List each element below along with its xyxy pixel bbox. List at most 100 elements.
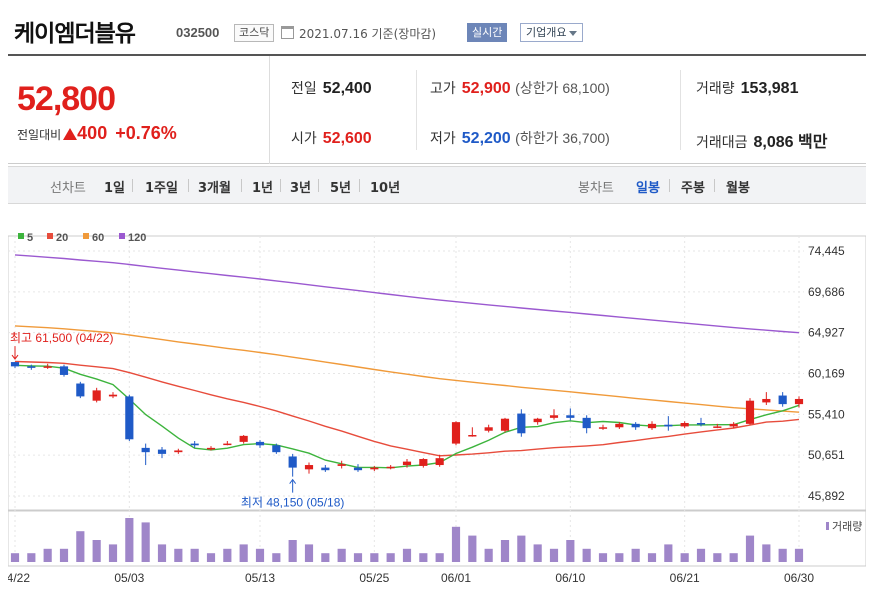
volume-bar xyxy=(598,553,608,562)
volume-bar xyxy=(419,553,428,562)
legend-swatch xyxy=(83,233,89,239)
volume-bar xyxy=(27,553,36,562)
separator xyxy=(669,179,670,192)
volume-bar xyxy=(206,553,216,562)
change-row: 전일대비 400 +0.76% xyxy=(17,123,177,144)
volume-bar xyxy=(321,553,330,562)
volume-bar xyxy=(223,548,232,562)
candle-body xyxy=(435,458,444,466)
tab-line-10y[interactable]: 10년 xyxy=(370,181,401,196)
candle-body xyxy=(794,398,804,405)
tab-line-3y[interactable]: 3년 xyxy=(290,181,312,196)
volume-bar xyxy=(337,548,346,562)
high-label: 고가 xyxy=(430,81,456,97)
tab-line-1d[interactable]: 1일 xyxy=(104,181,126,196)
open-value: 52,600 xyxy=(322,130,372,147)
candle-body xyxy=(386,466,395,469)
legend-swatch xyxy=(47,233,53,239)
volume-bar xyxy=(745,535,755,562)
stock-chart-svg: 74,445 69,686 64,927 60,169 55,410 50,651 45,8… xyxy=(0,232,867,585)
divider xyxy=(416,70,417,150)
candle-body xyxy=(190,443,199,446)
high-annotation: 최고 61,500 (04/22) xyxy=(10,331,113,345)
candle-chart-label: 봉차트 xyxy=(578,181,614,196)
volume-bar xyxy=(696,548,706,562)
candle-body xyxy=(108,394,118,397)
separator xyxy=(280,179,281,192)
volume-bar xyxy=(59,548,69,562)
plot-frame xyxy=(7,235,867,512)
volume-legend-label: 거래량 xyxy=(832,520,862,533)
tab-line-1y[interactable]: 1년 xyxy=(252,181,274,196)
volume-bar xyxy=(435,553,444,562)
candle-body xyxy=(778,395,787,405)
x-tick-label: 06/10 xyxy=(555,571,585,585)
base-date: 2021.07.16 기준(장마감) xyxy=(299,27,437,41)
candle-body xyxy=(500,418,510,431)
volume-bar xyxy=(647,553,657,562)
amount-label: 거래대금 xyxy=(696,135,748,151)
candle-body xyxy=(533,418,542,423)
low-annotation: 최저 48,150 (05/18) xyxy=(241,496,344,510)
tab-line-3m[interactable]: 3개월 xyxy=(198,181,231,196)
y-tick-label: 55,410 xyxy=(808,407,845,421)
legend-label: 120 xyxy=(128,232,146,244)
legend-label: 60 xyxy=(92,232,104,244)
candle-body xyxy=(566,415,575,418)
candle-body xyxy=(696,422,706,425)
legend-swatch xyxy=(18,233,24,239)
current-price: 52,800 xyxy=(17,80,116,118)
divider xyxy=(680,70,681,150)
candle-body xyxy=(272,445,281,453)
stock-header: 케이엠더블유 032500 코스닥 2021.07.16 기준(장마감) 실시간… xyxy=(0,0,871,52)
ma60-line xyxy=(14,325,800,413)
candle-body xyxy=(174,450,183,453)
x-tick-label: 06/21 xyxy=(670,571,700,585)
candle-body xyxy=(223,443,232,446)
prev-close-stat: 전일 52,400 xyxy=(291,78,372,98)
separator xyxy=(714,179,715,192)
company-info-dropdown[interactable]: 기업개요 xyxy=(520,23,584,42)
candle-body xyxy=(745,400,755,424)
tab-candle-daily[interactable]: 일봉 xyxy=(636,181,660,196)
up-triangle-icon xyxy=(63,128,78,140)
change-value: 400 xyxy=(77,123,108,143)
tab-candle-monthly[interactable]: 월봉 xyxy=(726,181,750,196)
candle-body xyxy=(321,467,330,471)
candle-body xyxy=(10,362,20,367)
stock-name: 케이엠더블유 xyxy=(14,21,136,47)
y-tick-label: 69,686 xyxy=(808,285,845,299)
candle-body xyxy=(680,422,689,427)
volume-bar xyxy=(92,540,101,562)
candle-body xyxy=(206,447,216,450)
chevron-down-icon xyxy=(569,30,578,36)
x-tick-label: 06/30 xyxy=(784,571,814,585)
volume-bar xyxy=(680,553,689,562)
candle-body xyxy=(631,423,640,428)
tab-candle-weekly[interactable]: 주봉 xyxy=(681,181,705,196)
candle-body xyxy=(468,435,477,437)
candle-body xyxy=(353,467,363,471)
volume-bar xyxy=(174,548,183,562)
candle-body xyxy=(713,426,722,428)
candle-body xyxy=(337,464,346,466)
x-tick-label: 04/22 xyxy=(8,571,30,585)
volume-bar xyxy=(304,544,314,562)
stock-chart: 74,445 69,686 64,927 60,169 55,410 50,651 45,8… xyxy=(0,222,867,591)
volume-bar xyxy=(762,544,771,562)
volume-value: 153,981 xyxy=(740,80,799,97)
tab-line-5y[interactable]: 5년 xyxy=(330,181,352,196)
candle-body xyxy=(288,456,297,468)
volume-bar xyxy=(190,548,199,562)
volume-bar xyxy=(484,548,493,562)
volume-bar xyxy=(370,553,379,562)
volume-bar xyxy=(272,553,281,562)
tab-line-1w[interactable]: 1주일 xyxy=(145,181,178,196)
candle-body xyxy=(582,417,591,429)
realtime-button[interactable]: 실시간 xyxy=(467,23,508,42)
volume-bar xyxy=(402,548,412,562)
period-selector-bar: 선차트 1일 1주일 3개월 1년 3년 5년 10년 봉차트 일봉 주봉 월봉 xyxy=(8,166,866,204)
stock-code: 032500 xyxy=(176,25,220,40)
high-arrow-head xyxy=(11,354,19,360)
x-tick-label: 05/25 xyxy=(359,571,389,585)
